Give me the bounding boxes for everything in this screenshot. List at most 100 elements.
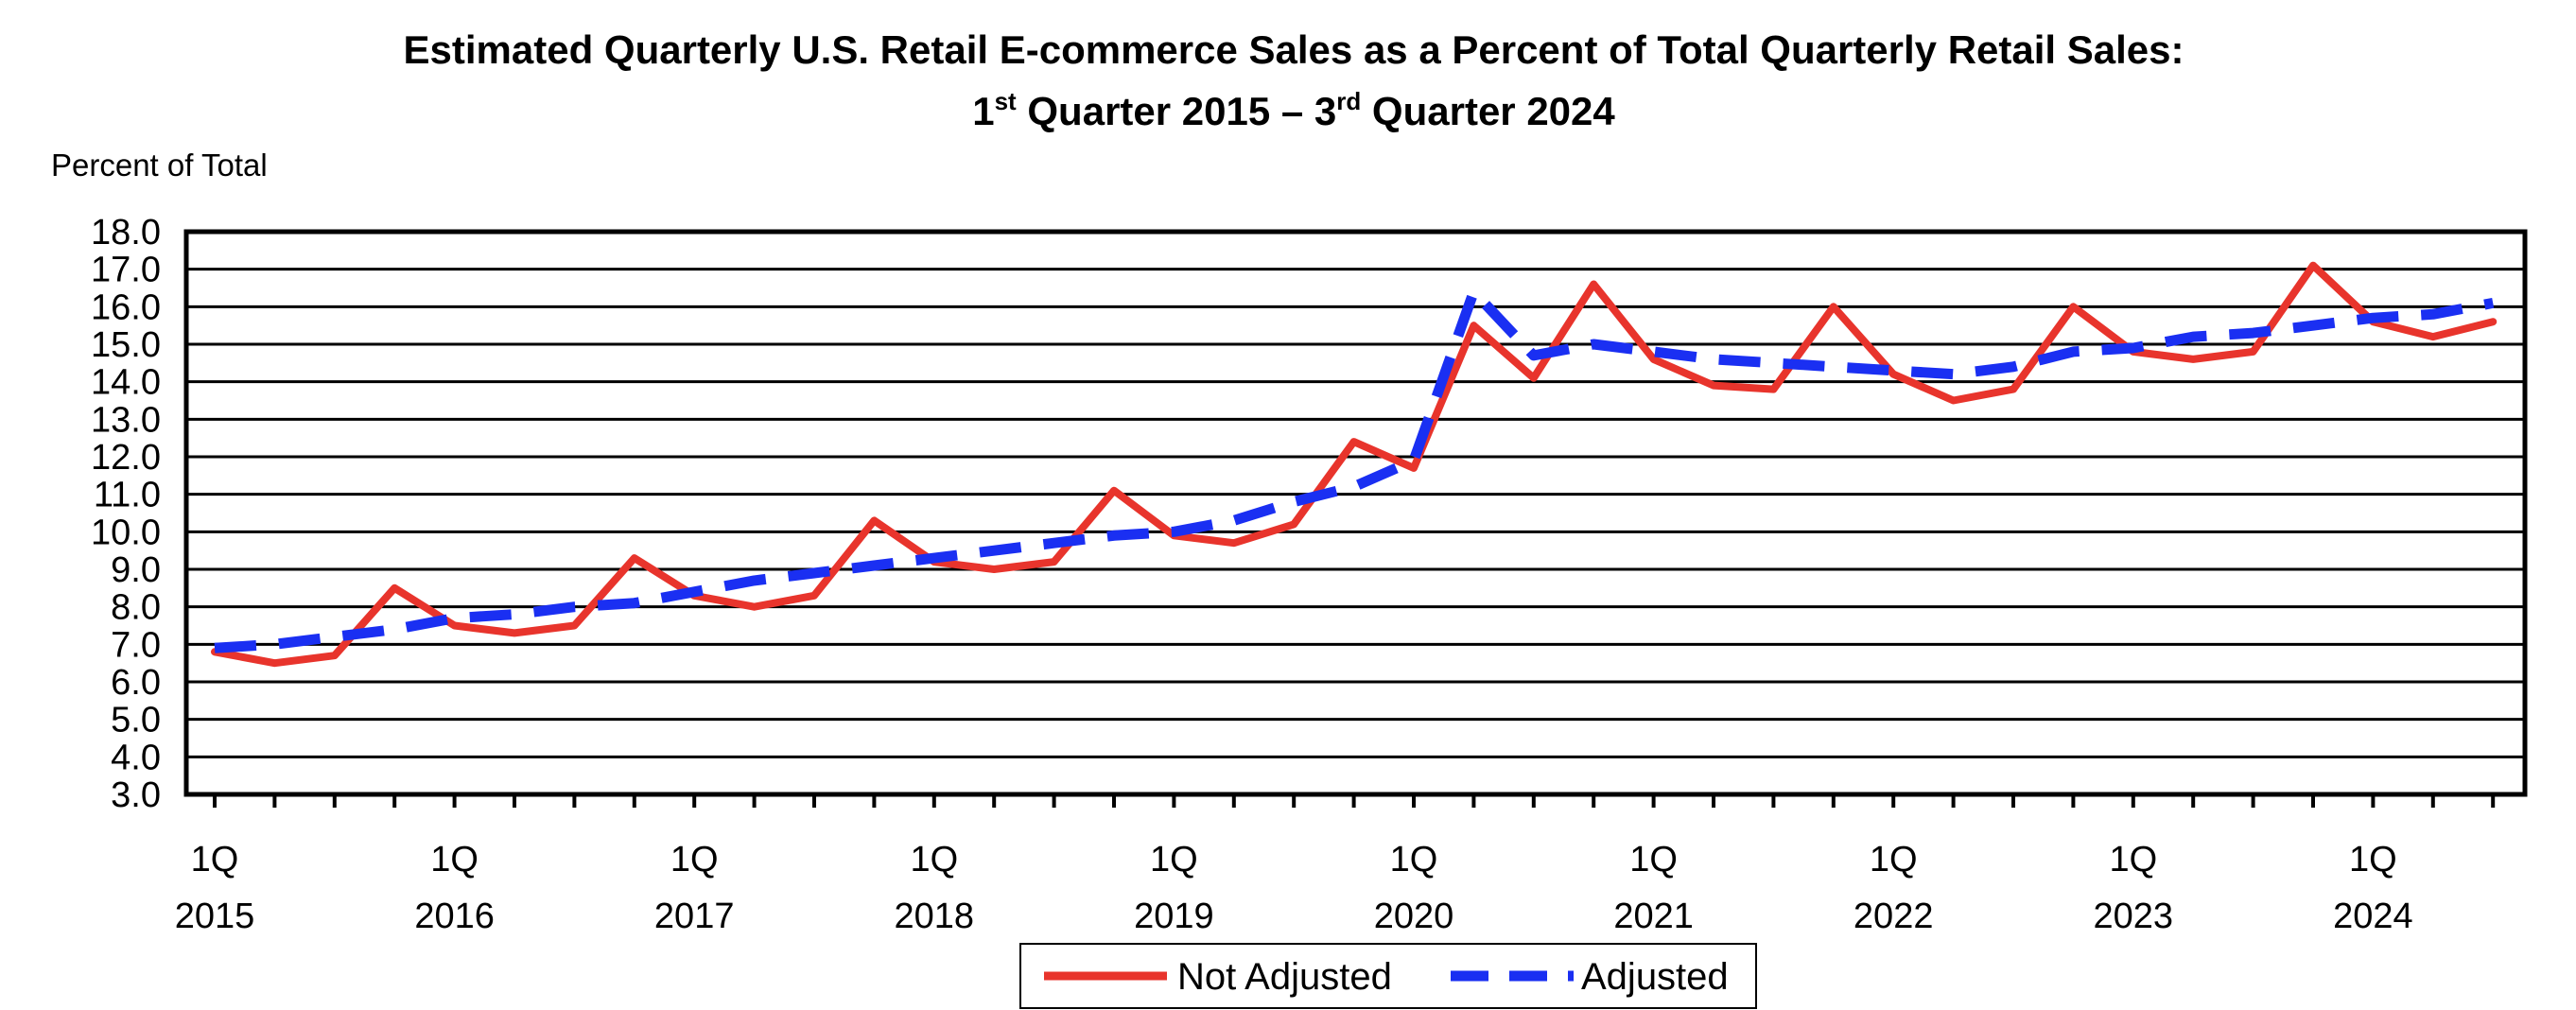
data-point-not-adjusted	[2313, 265, 2314, 266]
data-point-adjusted	[514, 614, 515, 615]
data-point-adjusted	[215, 648, 216, 649]
data-point-not-adjusted	[1353, 442, 1354, 443]
data-point-adjusted	[754, 580, 755, 581]
data-point-not-adjusted	[1593, 284, 1594, 285]
legend-label-adjusted: Adjusted	[1581, 956, 1729, 998]
x-tick-label-year: 2020	[1374, 897, 1454, 936]
data-point-adjusted	[2073, 351, 2074, 352]
data-point-not-adjusted	[2253, 351, 2254, 352]
data-point-adjusted	[1833, 366, 1834, 367]
data-point-adjusted	[274, 644, 275, 645]
data-point-adjusted	[1473, 291, 1474, 292]
y-tick-label: 14.0	[91, 363, 161, 403]
data-point-not-adjusted	[1053, 562, 1054, 563]
x-tick-label-quarter: 1Q	[1870, 840, 1918, 879]
data-point-adjusted	[994, 550, 995, 551]
data-point-adjusted	[1233, 520, 1234, 521]
y-tick-label: 16.0	[91, 287, 161, 327]
y-tick-label: 11.0	[94, 476, 161, 515]
data-point-adjusted	[2493, 303, 2494, 304]
data-point-adjusted	[2313, 325, 2314, 326]
data-point-adjusted	[1053, 543, 1054, 544]
y-tick-label: 8.0	[111, 588, 161, 628]
chart-subtitle: 1st Quarter 2015 – 3rd Quarter 2024	[972, 87, 1615, 133]
data-point-adjusted	[394, 629, 395, 630]
data-point-not-adjusted	[1294, 524, 1295, 525]
y-tick-label: 13.0	[91, 400, 161, 440]
data-point-adjusted	[2253, 333, 2254, 334]
data-point-not-adjusted	[1533, 377, 1534, 378]
y-axis-ticks: 18.017.016.015.014.013.012.011.010.09.08…	[91, 213, 161, 815]
series-line-not-adjusted	[211, 261, 2498, 668]
data-point-adjusted	[574, 606, 575, 607]
data-point-not-adjusted	[574, 625, 575, 626]
data-point-adjusted	[1114, 535, 1115, 536]
x-axis-ticks: 1Q 2015 1Q 2016 1Q 2017 1Q 2018 1Q 2019 1Q 2020 1Q 20…	[175, 794, 2496, 936]
y-axis-label: Percent of Total	[51, 148, 268, 183]
data-point-not-adjusted	[454, 625, 455, 626]
data-point-adjusted	[814, 572, 815, 573]
data-point-adjusted	[1353, 486, 1354, 487]
plot-frame	[183, 229, 2528, 797]
x-tick-label-quarter: 1Q	[1629, 840, 1678, 879]
data-point-not-adjusted	[634, 558, 635, 559]
x-tick-label-year: 2018	[895, 897, 975, 936]
x-tick-label-year: 2022	[1854, 897, 1934, 936]
y-tick-label: 3.0	[111, 775, 161, 815]
data-point-not-adjusted	[2193, 358, 2194, 359]
data-point-adjusted	[2132, 347, 2133, 348]
x-tick-label-quarter: 1Q	[2109, 840, 2157, 879]
y-tick-label: 6.0	[111, 663, 161, 703]
x-tick-label-quarter: 1Q	[1150, 840, 1198, 879]
data-point-not-adjusted	[1653, 358, 1654, 359]
data-point-adjusted	[1773, 362, 1774, 363]
legend: Not Adjusted Adjusted	[1019, 943, 1757, 1009]
data-point-adjusted	[634, 602, 635, 603]
y-tick-label: 18.0	[91, 213, 161, 252]
x-tick-label-quarter: 1Q	[910, 840, 958, 879]
y-tick-label: 10.0	[91, 513, 161, 552]
y-tick-label: 4.0	[111, 738, 161, 777]
data-point-adjusted	[1533, 355, 1534, 356]
x-tick-label-year: 2016	[414, 897, 495, 936]
data-point-not-adjusted	[994, 569, 995, 570]
data-point-not-adjusted	[814, 595, 815, 596]
x-tick-label-year: 2024	[2333, 897, 2413, 936]
data-point-not-adjusted	[1473, 325, 1474, 326]
x-tick-label-quarter: 1Q	[2349, 840, 2397, 879]
data-point-not-adjusted	[1114, 490, 1115, 491]
y-tick-label: 9.0	[111, 550, 161, 590]
data-point-adjusted	[2432, 314, 2433, 315]
data-point-adjusted	[1593, 344, 1594, 345]
y-tick-label: 15.0	[91, 325, 161, 365]
data-point-not-adjusted	[334, 655, 335, 656]
data-point-not-adjusted	[1233, 543, 1234, 544]
series-layer	[211, 261, 2498, 668]
data-point-not-adjusted	[274, 663, 275, 664]
data-point-adjusted	[1653, 351, 1654, 352]
x-tick-label-quarter: 1Q	[191, 840, 239, 879]
x-tick-label-year: 2023	[2094, 897, 2174, 936]
x-tick-label-quarter: 1Q	[1390, 840, 1438, 879]
data-point-not-adjusted	[2432, 337, 2433, 338]
y-tick-label: 12.0	[91, 438, 161, 478]
data-point-not-adjusted	[754, 606, 755, 607]
x-tick-label-year: 2015	[175, 897, 255, 936]
data-point-adjusted	[1294, 501, 1295, 502]
data-point-adjusted	[694, 591, 695, 592]
data-point-adjusted	[2373, 318, 2374, 319]
x-tick-label-year: 2017	[654, 897, 735, 936]
legend-label-not-adjusted: Not Adjusted	[1177, 956, 1392, 998]
x-tick-label-quarter: 1Q	[670, 840, 719, 879]
x-tick-label-quarter: 1Q	[430, 840, 479, 879]
data-point-adjusted	[1893, 370, 1894, 371]
chart-title: Estimated Quarterly U.S. Retail E-commer…	[404, 27, 2184, 72]
data-point-not-adjusted	[874, 520, 875, 521]
data-point-not-adjusted	[1414, 467, 1415, 468]
x-tick-label-year: 2021	[1613, 897, 1694, 936]
data-point-adjusted	[334, 636, 335, 637]
data-point-not-adjusted	[1773, 389, 1774, 390]
data-point-adjusted	[933, 558, 934, 559]
data-point-adjusted	[1174, 531, 1175, 532]
